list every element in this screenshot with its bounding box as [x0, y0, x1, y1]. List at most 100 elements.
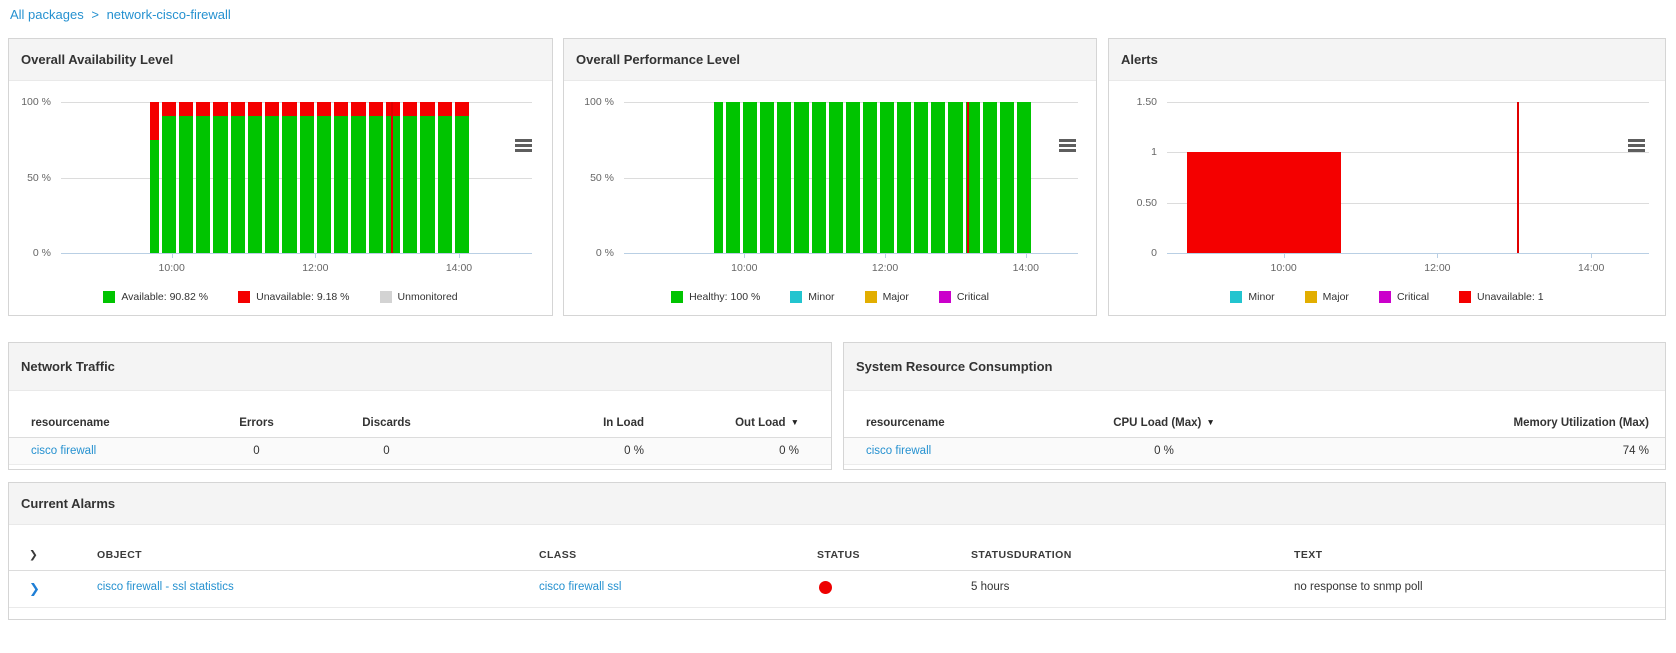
- unavailable-bar-segment: [161, 102, 176, 116]
- column-header-discards[interactable]: Discards: [314, 411, 459, 438]
- y-axis-label: 0: [1151, 247, 1157, 259]
- legend-label: Minor: [808, 291, 835, 303]
- cell-memory-utilization: 74 %: [1304, 438, 1665, 465]
- healthy-bar-segment: [948, 102, 963, 253]
- unavailable-block: [1186, 152, 1342, 253]
- y-axis-label: 0.50: [1136, 196, 1157, 209]
- expand-all-chevron-icon[interactable]: ❯: [9, 543, 97, 571]
- available-bar-segment: [282, 115, 297, 253]
- cell-cpu-load: 0 %: [1024, 438, 1304, 465]
- column-header-resourcename[interactable]: resourcename: [9, 411, 199, 438]
- gridline: [1167, 102, 1649, 103]
- breadcrumb-separator: >: [91, 7, 99, 22]
- bar: [316, 102, 332, 253]
- cell-object: cisco firewall - ssl statistics: [97, 571, 539, 608]
- healthy-bar-segment: [777, 102, 792, 253]
- bar: [230, 102, 245, 253]
- x-axis-label: 14:00: [1012, 262, 1039, 274]
- resource-link[interactable]: cisco firewall: [31, 445, 97, 457]
- bar-series: [713, 102, 1033, 253]
- column-header-label: CPU Load (Max): [1113, 417, 1202, 429]
- available-bar-segment: [368, 115, 383, 253]
- bar: [743, 102, 758, 253]
- cell-errors: 0: [199, 438, 314, 465]
- unavailable-bar-segment: [351, 102, 366, 116]
- bar: [403, 102, 418, 253]
- column-header-cpu-load[interactable]: CPU Load (Max) ▼: [1024, 411, 1304, 438]
- resource-link[interactable]: cisco firewall: [866, 445, 932, 457]
- healthy-bar-segment: [965, 102, 980, 253]
- availability-chart: 100 % 50 % 0 % 10:00 12:00 14:00 Available: 9…: [9, 81, 552, 315]
- bar: [334, 102, 349, 253]
- legend-swatch: [671, 291, 684, 303]
- bar: [178, 102, 194, 253]
- bar: [161, 102, 176, 253]
- bar: [247, 102, 263, 253]
- bar: [385, 102, 401, 253]
- alarm-class-link[interactable]: cisco firewall ssl: [539, 581, 622, 593]
- legend-item: Major: [1304, 291, 1349, 303]
- column-header-out-load[interactable]: Out Load ▼: [644, 411, 831, 438]
- unavailable-bar-segment: [213, 102, 228, 116]
- x-axis-tick: [744, 253, 746, 258]
- unavailable-bar-segment: [368, 102, 383, 116]
- bar: [726, 102, 741, 253]
- current-time-marker: [966, 102, 969, 253]
- legend-label: Healthy: 100 %: [689, 291, 761, 303]
- performance-chart: 100 % 50 % 0 % 10:00 12:00 14:00 Healthy: 100…: [564, 81, 1096, 315]
- unavailable-bar-segment: [316, 102, 332, 116]
- legend-swatch: [1304, 291, 1317, 303]
- healthy-bar-segment: [914, 102, 929, 253]
- unavailable-bar-segment: [454, 102, 470, 116]
- system-resource-table: resourcename CPU Load (Max) ▼ Memory Util…: [844, 411, 1665, 465]
- legend-item: Critical: [1378, 291, 1429, 303]
- column-header-in-load[interactable]: In Load: [459, 411, 644, 438]
- table-title: Network Traffic: [21, 359, 115, 374]
- x-axis-label: 10:00: [158, 262, 185, 274]
- legend-item: Minor: [1230, 291, 1275, 303]
- y-axis-label: 1: [1151, 146, 1157, 159]
- breadcrumb-all-packages-link[interactable]: All packages: [10, 7, 84, 22]
- x-axis-label: 12:00: [871, 262, 899, 274]
- x-axis-label: 14:00: [1578, 262, 1605, 274]
- bar: [437, 102, 452, 253]
- status-dot-critical: [819, 581, 832, 594]
- chart-menu-icon[interactable]: [1059, 139, 1076, 154]
- column-header-statusduration: STATUSDURATION: [971, 543, 1294, 571]
- x-axis-tick: [315, 253, 317, 258]
- chart-title: Alerts: [1121, 52, 1158, 67]
- performance-legend: Healthy: 100 % Minor Major Critical: [564, 291, 1096, 303]
- unavailable-bar-segment: [437, 102, 452, 116]
- current-alarms-table: ❯ OBJECT CLASS STATUS STATUSDURATION TEX…: [9, 543, 1665, 608]
- chart-menu-icon[interactable]: [515, 139, 532, 154]
- alerts-legend: Minor Major Critical Unavailable: 1: [1109, 291, 1665, 303]
- legend-swatch: [1378, 291, 1391, 303]
- legend-item: Major: [864, 291, 909, 303]
- x-axis-label: 10:00: [731, 262, 758, 274]
- expand-row-chevron-icon[interactable]: ❯: [9, 571, 97, 608]
- x-axis-tick: [171, 253, 173, 258]
- current-time-marker: [1517, 102, 1520, 253]
- column-header-resourcename[interactable]: resourcename: [844, 411, 1024, 438]
- legend-item: Healthy: 100 %: [671, 291, 760, 303]
- healthy-bar-segment: [811, 102, 826, 253]
- x-axis-tick: [1591, 253, 1593, 258]
- panel-overall-availability: Overall Availability Level 100 % 50 % 0 % 1…: [8, 38, 553, 316]
- available-bar-segment: [454, 115, 470, 253]
- breadcrumb-current-link[interactable]: network-cisco-firewall: [106, 7, 231, 22]
- unavailable-bar-segment: [420, 102, 435, 116]
- table-title: Current Alarms: [21, 496, 116, 511]
- column-header-errors[interactable]: Errors: [199, 411, 314, 438]
- column-header-text: TEXT: [1294, 543, 1665, 571]
- cell-status: [817, 571, 971, 608]
- alarm-object-link[interactable]: cisco firewall - ssl statistics: [97, 581, 234, 593]
- chart-title: Overall Performance Level: [576, 52, 741, 67]
- column-header-memory-utilization[interactable]: Memory Utilization (Max): [1304, 411, 1665, 438]
- bar: [897, 102, 912, 253]
- bar: [213, 102, 228, 253]
- chart-menu-icon[interactable]: [1628, 139, 1645, 154]
- y-axis-label: 100 %: [21, 96, 51, 108]
- unavailable-bar-segment: [299, 102, 314, 116]
- healthy-bar-segment: [1016, 102, 1031, 253]
- cell-out-load: 0 %: [644, 438, 831, 465]
